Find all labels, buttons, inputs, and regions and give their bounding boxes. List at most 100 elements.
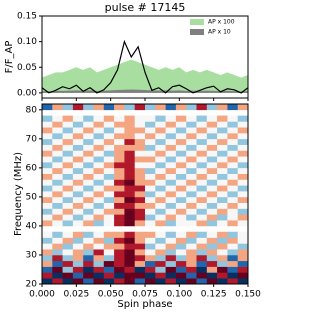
heatmap-cell — [217, 214, 228, 221]
heatmap-cell — [186, 202, 197, 209]
heatmap-cell — [196, 185, 208, 192]
heatmap-cell — [42, 162, 53, 169]
heatmap-cell — [155, 121, 166, 128]
y-tick-label: 20 — [26, 280, 38, 290]
heatmap-cell — [114, 196, 125, 204]
heatmap-cell — [134, 185, 146, 192]
heatmap-cell — [114, 156, 125, 163]
heatmap-cell — [52, 254, 63, 262]
heatmap-cell — [186, 249, 197, 256]
y-tick-label: 0.15 — [17, 12, 37, 22]
heatmap-cell — [165, 173, 177, 180]
heatmap-cell — [114, 208, 125, 215]
heatmap-cell — [124, 266, 135, 273]
heatmap-cell — [93, 249, 105, 256]
heatmap-cell — [52, 266, 63, 273]
heatmap-cell — [134, 214, 146, 221]
heatmap-cell — [124, 104, 135, 111]
heatmap-cell — [93, 237, 105, 244]
heatmap-cell — [155, 191, 166, 198]
heatmap-cell — [165, 121, 177, 128]
heatmap-cell — [72, 104, 84, 111]
heatmap-cell — [52, 231, 63, 238]
heatmap-cell — [134, 162, 146, 169]
heatmap-cell — [227, 150, 238, 157]
heatmap-cell — [134, 260, 146, 267]
heatmap-cell — [83, 179, 94, 186]
heatmap-cell — [165, 231, 177, 238]
heatmap-cell — [134, 272, 146, 279]
heatmap-cell — [196, 196, 208, 204]
heatmap-cell — [237, 133, 249, 140]
heatmap-cell — [206, 220, 218, 227]
heatmap-cell — [155, 127, 166, 134]
heatmap-cell — [186, 191, 197, 198]
heatmap-cell — [217, 208, 228, 215]
heatmap-cell — [217, 272, 228, 279]
heatmap-cell — [165, 237, 177, 244]
heatmap-cell — [165, 254, 177, 262]
heatmap-cell — [196, 121, 208, 128]
profile-line — [41, 39, 249, 94]
heatmap-cell — [217, 179, 228, 186]
heatmap-cell — [206, 231, 218, 238]
heatmap-cell — [103, 231, 115, 238]
heatmap-cell — [103, 104, 115, 111]
heatmap-cell — [124, 127, 135, 134]
heatmap-cell — [72, 214, 84, 221]
heatmap-cell — [196, 104, 208, 111]
heatmap-cell — [227, 243, 238, 250]
heatmap-cell — [155, 167, 166, 174]
heatmap-cell — [206, 179, 218, 186]
heatmap-cell — [165, 266, 177, 273]
heatmap-cell — [155, 231, 166, 238]
heatmap-cell — [72, 144, 84, 151]
heatmap-cell — [62, 191, 74, 198]
heatmap-cell — [83, 208, 94, 215]
heatmap-cell — [206, 115, 218, 122]
heatmap-cell — [175, 185, 187, 192]
heatmap-cell — [52, 162, 63, 169]
heatmap-cell — [114, 243, 125, 250]
heatmap-cell — [52, 150, 63, 157]
heatmap-cell — [62, 249, 74, 256]
heatmap-cell — [134, 127, 146, 134]
heatmap-cell — [124, 249, 135, 256]
heatmap-cell — [217, 231, 228, 238]
heatmap-cell — [103, 150, 115, 157]
heatmap-cell — [145, 185, 156, 192]
heatmap-cell — [237, 278, 249, 285]
heatmap-cell — [114, 144, 125, 151]
heatmap-cell — [165, 208, 177, 215]
heatmap-cell — [145, 214, 156, 221]
heatmap-cell — [165, 115, 177, 122]
heatmap-cell — [145, 150, 156, 157]
heatmap-cell — [134, 173, 146, 180]
heatmap-cell — [227, 115, 238, 122]
heatmap-cell — [52, 156, 63, 163]
heatmap-cell — [165, 260, 177, 267]
heatmap-cell — [155, 156, 166, 163]
heatmap-cell — [83, 202, 94, 209]
heatmap-cell — [227, 185, 238, 192]
heatmap-cell — [165, 144, 177, 151]
heatmap-cell — [124, 254, 135, 262]
heatmap-cell — [83, 266, 94, 273]
heatmap-cell — [124, 231, 135, 238]
heatmap-cell — [217, 278, 228, 285]
heatmap-cell — [83, 127, 94, 134]
heatmap-cell — [186, 214, 197, 221]
heatmap-cell — [103, 249, 115, 256]
heatmap-cell — [134, 243, 146, 250]
legend-swatch — [190, 29, 204, 35]
heatmap-cell — [145, 104, 156, 111]
heatmap-cell — [237, 220, 249, 227]
heatmap-cell — [103, 121, 115, 128]
heatmap-cell — [145, 220, 156, 227]
heatmap-cell — [134, 150, 146, 157]
heatmap-cell — [72, 150, 84, 157]
heatmap-cell — [145, 208, 156, 215]
heatmap-cell — [93, 196, 105, 204]
heatmap-cell — [72, 260, 84, 267]
heatmap-cell — [186, 243, 197, 250]
